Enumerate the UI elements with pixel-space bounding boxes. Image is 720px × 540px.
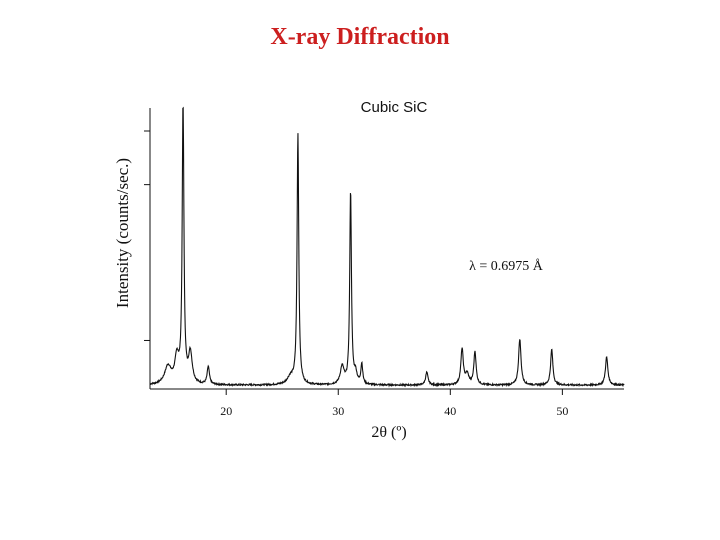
wavelength-annotation: λ = 0.6975 Å	[469, 258, 544, 274]
x-ticks: 20 30 40 50	[220, 389, 568, 418]
chart-title: Cubic SiC	[361, 99, 428, 116]
x-axis-label: 2θ (º)	[371, 424, 406, 441]
x-tick-label-30: 30	[332, 404, 344, 418]
y-ticks	[144, 130, 150, 341]
x-tick-label-20: 20	[220, 404, 232, 418]
series-line-diffraction-pattern	[149, 106, 625, 388]
slide-title: X-ray Diffraction	[270, 24, 450, 50]
x-tick-label-50: 50	[556, 404, 568, 418]
y-axis-label: Intensity (counts/sec.)	[113, 158, 132, 308]
x-tick-label-40: 40	[444, 404, 456, 418]
